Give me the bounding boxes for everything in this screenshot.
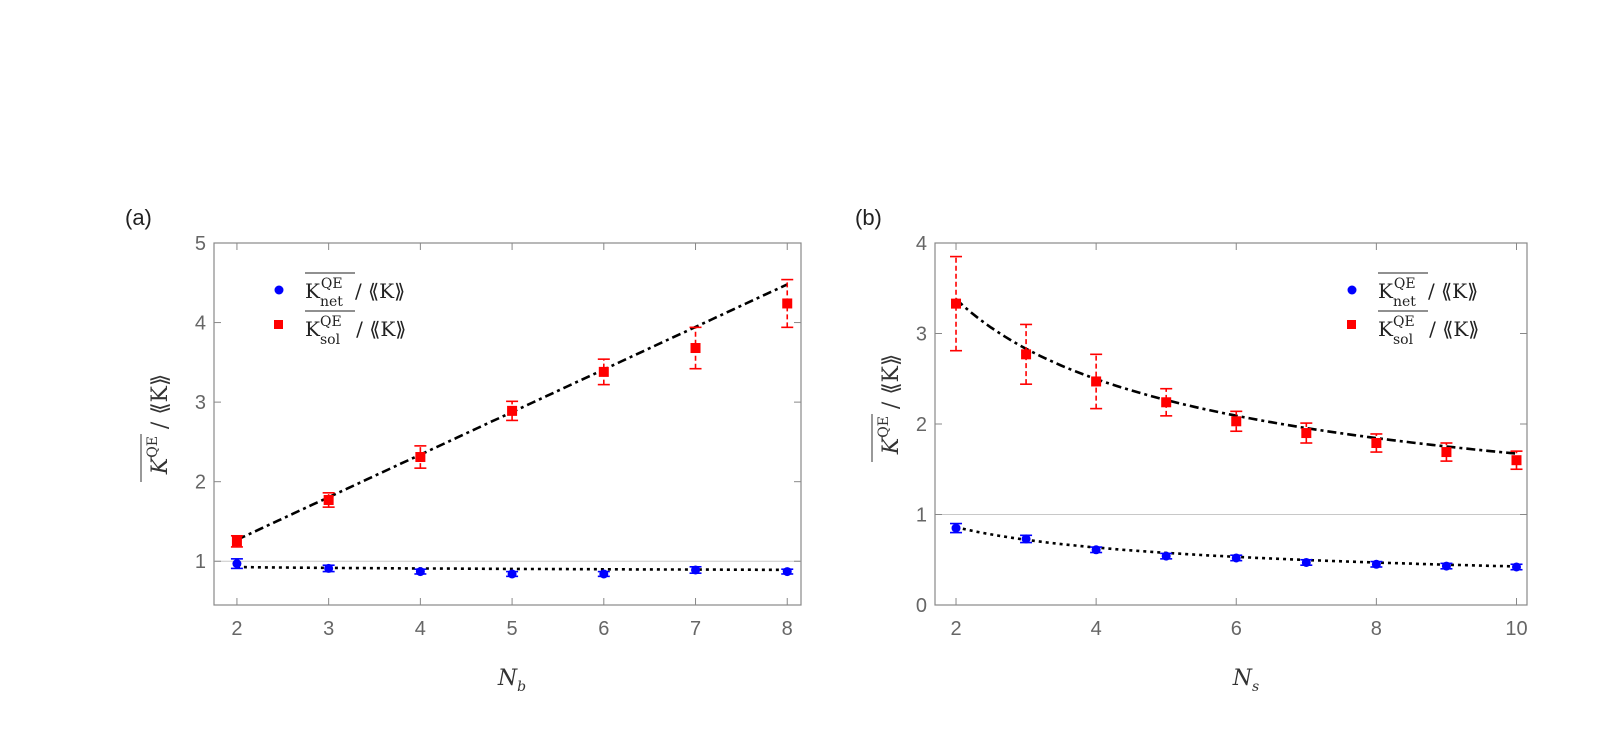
data-point-net [691,565,701,575]
data-point-net [1021,534,1031,544]
legend-marker-net-a [274,285,284,295]
data-point-net [599,569,609,579]
legend-label-net-a: KnetQE / ⟪K⟫ [305,276,405,310]
data-point-net [1231,553,1241,563]
legend-marker-sol-a [274,320,283,329]
panel-label-b: (b) [855,205,882,230]
data-point-sol [951,298,962,309]
panel-label-a: (a) [125,205,152,230]
data-point-net [232,559,242,569]
data-point-sol [598,366,609,377]
y-tick-label: 2 [916,414,927,436]
y-tick-label: 3 [195,392,206,414]
x-tick-label: 6 [598,618,609,640]
data-point-net [782,567,792,577]
y-tick-label: 1 [195,551,206,573]
legend-label-sol-b: KsolQE / ⟪K⟫ [1378,314,1479,348]
ticks-a: 2 3 4 5 6 7 8 1 2 3 4 5 [195,233,801,640]
data-point-sol [231,536,242,547]
data-point-sol [1301,428,1312,439]
data-point-net [1511,562,1521,572]
legend-label-sol-a: KsolQE / ⟪K⟫ [305,314,406,348]
y-tick-label: 5 [195,233,206,255]
data-marks-a [230,278,794,579]
plot-frame-a [213,242,802,606]
legend-marker-sol-b [1347,320,1356,329]
y-axis-title-b: KQE / ⟪K⟫ [871,354,904,462]
legend-marker-net-b [1347,285,1357,295]
fit-curve-sol [955,298,1517,455]
data-point-sol [323,494,334,505]
data-point-sol [1021,349,1032,360]
data-point-net [1161,551,1171,561]
data-marks-b [950,255,1523,572]
data-point-net [1441,561,1451,571]
data-point-sol [782,298,793,309]
data-point-sol [1231,416,1242,427]
legend-label-net-b: KnetQE / ⟪K⟫ [1378,276,1478,310]
data-point-net [951,523,961,533]
x-axis-title-b: Ns [1232,666,1259,695]
x-axis-title-a: Nb [497,666,526,695]
data-point-sol [1371,438,1382,449]
data-point-sol [507,405,518,416]
data-point-net [324,563,334,573]
data-point-sol [690,343,701,354]
x-tick-label: 4 [1091,618,1102,640]
y-tick-label: 3 [916,324,927,346]
x-tick-label: 3 [323,618,334,640]
x-tick-label: 2 [950,618,961,640]
x-tick-label: 6 [1231,618,1242,640]
y-tick-label: 4 [195,313,206,335]
data-point-sol [1161,397,1172,408]
ticks-b: 2 4 6 8 10 0 1 2 3 4 [916,233,1528,640]
data-point-net [415,567,425,577]
x-tick-label: 10 [1505,618,1527,640]
fit-curve-net [236,565,788,572]
legend-a: KnetQE / ⟪K⟫ KsolQE / ⟪K⟫ [274,272,406,348]
data-point-sol [1091,376,1102,387]
x-tick-label: 8 [1371,618,1382,640]
data-point-sol [1441,447,1452,458]
x-tick-label: 5 [507,618,518,640]
data-point-net [1371,559,1381,569]
y-tick-label: 4 [916,233,927,255]
panel-b: (b) 2 4 6 8 10 0 1 2 3 4 KnetQE / ⟪K⟫ KsolQE / ⟪K… [855,205,1528,695]
data-point-net [1301,557,1311,567]
legend-b: KnetQE / ⟪K⟫ KsolQE / ⟪K⟫ [1347,272,1479,348]
y-tick-label: 1 [916,505,927,527]
data-point-sol [415,452,426,463]
y-axis-title-a: KQE / ⟪K⟫ [140,374,173,482]
y-axis-title-text-a: KQE / ⟪K⟫ [145,374,173,475]
data-point-net [507,569,517,579]
data-point-sol [1511,455,1522,466]
x-tick-label: 4 [415,618,426,640]
x-tick-label: 7 [690,618,701,640]
y-tick-label: 2 [195,472,206,494]
y-tick-label: 0 [916,595,927,617]
x-tick-label: 2 [231,618,242,640]
y-axis-title-text-b: KQE / ⟪K⟫ [876,354,904,455]
panel-a: (a) 2 3 4 5 6 7 8 1 2 3 4 5 KnetQE / ⟪K⟫ KsolQE / ⟪… [125,205,802,695]
x-tick-label: 8 [782,618,793,640]
data-point-net [1091,545,1101,555]
